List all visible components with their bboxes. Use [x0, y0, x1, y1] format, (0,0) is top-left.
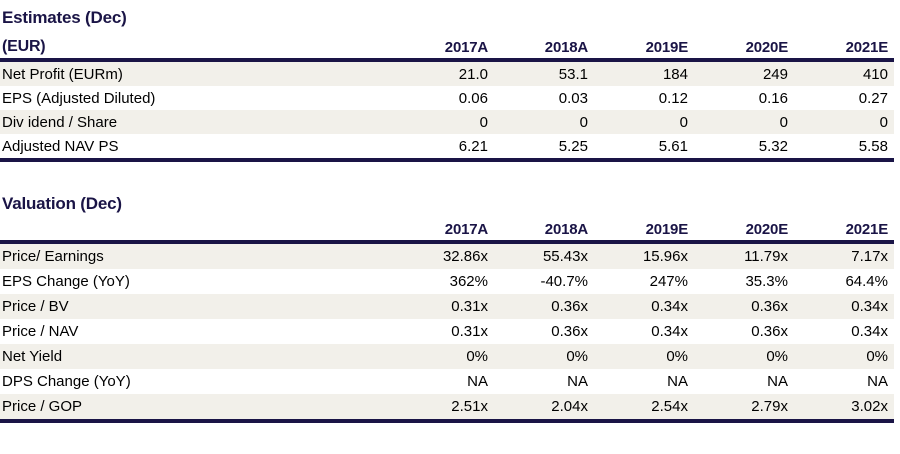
column-header-2019e: 2019E [594, 220, 694, 244]
cell-value: 0.06 [458, 89, 488, 107]
cell-value: NA [467, 373, 488, 390]
cell-value: 362% [449, 273, 488, 290]
table-row: Price / BV 0.31x 0.36x 0.34x 0.36x 0.34x [0, 294, 894, 319]
table-row: Price / GOP 2.51x 2.04x 2.54x 2.79x 3.02x [0, 394, 894, 423]
cell-value: 6.21 [394, 134, 494, 162]
valuation-table-body: Price/ Earnings 32.86x 55.43x 15.96x 11.79x 7… [0, 242, 894, 423]
column-header-2021e: 2021E [794, 36, 894, 62]
cell-value: 5.25 [494, 134, 594, 162]
valuation-corner-label [0, 220, 394, 244]
cell-value: 0 [579, 113, 588, 131]
cell-value: 2.04x [494, 394, 594, 423]
cell-value: NA [667, 373, 688, 390]
cell-value: 5.32 [694, 134, 794, 162]
estimates-section-title: Estimates (Dec) [2, 8, 127, 27]
cell-value: NA [567, 373, 588, 390]
row-label: Price/ Earnings [2, 248, 104, 265]
valuation-section: Valuation (Dec) 2017A 2018A 2019E 2020E 2021… [0, 194, 900, 423]
cell-value: 15.96x [642, 248, 688, 265]
cell-value: 35.3% [745, 273, 788, 290]
row-label: Price / GOP [0, 394, 394, 423]
table-row: DPS Change (YoY) NA NA NA NA NA [0, 369, 894, 394]
column-header-2018a: 2018A [494, 36, 594, 62]
estimates-table-body: Net Profit (EURm) 21.0 53.1 184 249 410 EPS (A… [0, 60, 894, 162]
row-label: Div idend / Share [2, 113, 118, 131]
table-row: Div idend / Share 0 0 0 0 0 [0, 110, 894, 134]
cell-value: 0.34x [651, 298, 688, 315]
cell-value: 7.17x [851, 248, 888, 265]
cell-value: 21.0 [458, 65, 488, 83]
cell-value: 0 [879, 113, 888, 131]
cell-value: 0 [479, 113, 488, 131]
column-header-2017a: 2017A [394, 220, 494, 244]
estimates-corner-label: (EUR) [0, 36, 394, 62]
cell-value: 0.34x [651, 323, 688, 340]
cell-value: 64.4% [845, 273, 888, 290]
row-label: Net Yield [2, 348, 63, 365]
estimates-table: (EUR) 2017A 2018A 2019E 2020E 2021E Net Prof… [0, 36, 894, 162]
cell-value: 0.36x [551, 298, 588, 315]
table-row: EPS Change (YoY) 362% -40.7% 247% 35.3% 64.4% [0, 269, 894, 294]
cell-value: 0% [566, 348, 588, 365]
cell-value: 32.86x [442, 248, 488, 265]
column-header-2020e: 2020E [694, 36, 794, 62]
cell-value: 0% [866, 348, 888, 365]
cell-value: 0% [666, 348, 688, 365]
cell-value: 0.34x [851, 323, 888, 340]
cell-value: NA [867, 373, 888, 390]
cell-value: 0 [779, 113, 788, 131]
column-header-2021e: 2021E [794, 220, 894, 244]
cell-value: 0.16 [758, 89, 788, 107]
cell-value: 2.51x [394, 394, 494, 423]
cell-value: 0.03 [558, 89, 588, 107]
cell-value: 247% [649, 273, 688, 290]
cell-value: 2.54x [594, 394, 694, 423]
row-label: EPS (Adjusted Diluted) [2, 89, 156, 107]
cell-value: -40.7% [540, 273, 588, 290]
estimates-section: Estimates (Dec) (EUR) 2017A 2018A 2019E 202… [0, 8, 900, 162]
cell-value: 184 [662, 65, 688, 83]
row-label: Adjusted NAV PS [0, 134, 394, 162]
estimates-header-row: (EUR) 2017A 2018A 2019E 2020E 2021E [0, 36, 894, 62]
cell-value: 5.58 [794, 134, 894, 162]
cell-value: 0.27 [858, 89, 888, 107]
column-header-2018a: 2018A [494, 220, 594, 244]
cell-value: 0.36x [551, 323, 588, 340]
cell-value: 5.61 [594, 134, 694, 162]
row-label: Net Profit (EURm) [2, 65, 123, 83]
cell-value: 11.79x [744, 248, 788, 265]
cell-value: 0.12 [658, 89, 688, 107]
table-row: Price/ Earnings 32.86x 55.43x 15.96x 11.79x 7… [0, 242, 894, 269]
cell-value: 410 [862, 65, 888, 83]
valuation-header-row: 2017A 2018A 2019E 2020E 2021E [0, 220, 894, 244]
table-row: Adjusted NAV PS 6.21 5.25 5.61 5.32 5.58 [0, 134, 894, 162]
cell-value: 249 [762, 65, 788, 83]
cell-value: 0.36x [751, 323, 788, 340]
cell-value: 55.43x [542, 248, 588, 265]
cell-value: 0.34x [851, 298, 888, 315]
cell-value: 0.36x [751, 298, 788, 315]
cell-value: 0.31x [451, 298, 488, 315]
table-row: Net Profit (EURm) 21.0 53.1 184 249 410 [0, 60, 894, 86]
column-header-2017a: 2017A [394, 36, 494, 62]
cell-value: 0 [679, 113, 688, 131]
row-label: Price / BV [2, 298, 69, 315]
cell-value: 53.1 [558, 65, 588, 83]
table-row: Price / NAV 0.31x 0.36x 0.34x 0.36x 0.34x [0, 319, 894, 344]
column-header-2019e: 2019E [594, 36, 694, 62]
cell-value: 0.31x [451, 323, 488, 340]
row-label: DPS Change (YoY) [2, 373, 131, 390]
table-row: EPS (Adjusted Diluted) 0.06 0.03 0.12 0.16 0.… [0, 86, 894, 110]
cell-value: 2.79x [694, 394, 794, 423]
row-label: Price / NAV [2, 323, 79, 340]
valuation-section-title: Valuation (Dec) [2, 194, 122, 213]
valuation-table: 2017A 2018A 2019E 2020E 2021E Price/ Earning… [0, 220, 894, 423]
cell-value: 0% [766, 348, 788, 365]
cell-value: NA [767, 373, 788, 390]
row-label: EPS Change (YoY) [2, 273, 130, 290]
column-header-2020e: 2020E [694, 220, 794, 244]
cell-value: 0% [466, 348, 488, 365]
cell-value: 3.02x [794, 394, 894, 423]
table-row: Net Yield 0% 0% 0% 0% 0% [0, 344, 894, 369]
